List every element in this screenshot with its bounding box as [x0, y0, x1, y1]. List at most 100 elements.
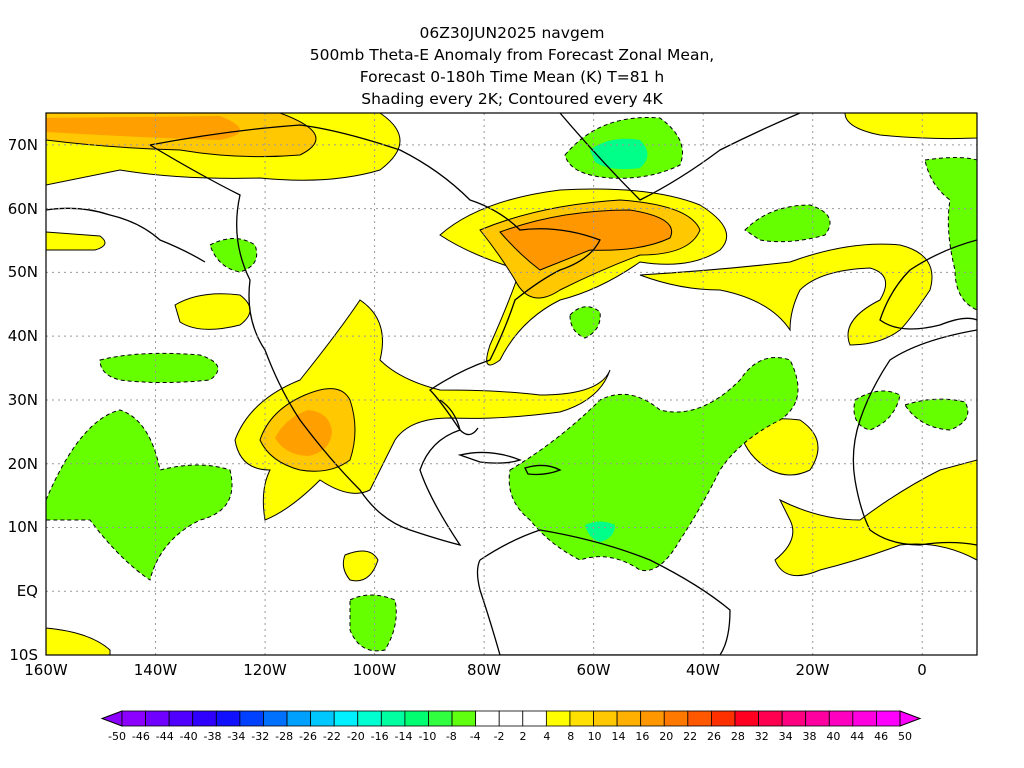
colorbar-label: -8 — [446, 730, 457, 743]
colorbar-swatch — [734, 710, 759, 727]
colorbar-swatch — [310, 710, 335, 727]
hispaniola-coast — [524, 464, 562, 476]
lon-label: 60W — [577, 661, 611, 679]
neg-anomaly-n-atlantic — [744, 204, 831, 243]
lat-label: 40N — [8, 327, 38, 345]
lat-label: 70N — [8, 136, 38, 154]
pos-anomaly-labrador-max — [499, 209, 672, 271]
colorbar-swatch — [451, 710, 477, 727]
plot-frame — [45, 112, 978, 656]
colorbar-swatch — [121, 710, 146, 727]
neg-anomaly-pacific — [46, 409, 233, 581]
pos-anomaly-east-atlantic — [639, 243, 933, 346]
colorbar-swatch — [758, 710, 783, 727]
lat-label: EQ — [17, 582, 38, 600]
north-america-coast — [149, 124, 601, 547]
colorbar-label: 44 — [850, 730, 864, 743]
colorbar-label: 16 — [635, 730, 649, 743]
lat-label: 30N — [8, 391, 38, 409]
colorbar-label: 8 — [567, 730, 574, 743]
colorbar-swatch — [640, 710, 665, 727]
pos-anomaly-gulf-alaska — [46, 231, 106, 251]
colorbar-swatch — [805, 710, 830, 727]
colorbar-swatch — [404, 710, 429, 727]
colorbar-swatch — [286, 710, 312, 727]
lat-label: 50N — [8, 263, 38, 281]
lat-label: 10N — [8, 518, 38, 536]
colorbar-label: -44 — [156, 730, 174, 743]
colorbar-label: -2 — [494, 730, 505, 743]
colorbar-swatch — [380, 710, 406, 727]
title-line-3: Forecast 0-180h Time Mean (K) T=81 h — [359, 68, 665, 86]
colorbar-swatch — [781, 710, 807, 727]
colorbar-label: 20 — [659, 730, 673, 743]
florida-coast — [439, 399, 479, 436]
colorbar-swatch — [145, 710, 170, 727]
colorbar-arrow-right — [899, 710, 922, 727]
colorbar-swatch — [828, 710, 854, 727]
neg-anomaly-bc-coast — [209, 238, 258, 273]
colorbar-swatch — [569, 710, 594, 727]
lon-axis-labels: 160W 140W 120W 100W 80W 60W 40W 20W 0 — [24, 661, 927, 679]
pos-anomaly-gulf-guinea — [774, 459, 977, 577]
colorbar-label: 46 — [874, 730, 888, 743]
lat-label: 60N — [8, 200, 38, 218]
colorbar-swatch — [687, 710, 712, 727]
colorbar-label: 2 — [519, 730, 526, 743]
colorbar-label: -22 — [323, 730, 341, 743]
colorbar-swatch — [192, 710, 217, 727]
colorbar-label: -34 — [227, 730, 245, 743]
colorbar-label: 40 — [826, 730, 840, 743]
colorbar-swatch — [428, 710, 453, 727]
neg-anomaly-peru — [349, 594, 397, 652]
colorbar-label: 50 — [898, 730, 912, 743]
lon-label: 0 — [917, 661, 927, 679]
coastlines — [46, 113, 977, 655]
colorbar-swatch — [545, 710, 571, 727]
lon-label: 80W — [467, 661, 501, 679]
colorbar-label: -46 — [132, 730, 150, 743]
europe-coast — [879, 239, 977, 330]
neg-anomaly-caribbean-core — [585, 521, 615, 542]
pos-anomaly-arctic-max — [46, 116, 240, 140]
title-line-4: Shading every 2K; Contoured every 4K — [361, 90, 663, 108]
neg-anomaly-north-africa — [904, 398, 969, 431]
greenland-coast — [559, 113, 801, 201]
title-line-2: 500mb Theta-E Anomaly from Forecast Zona… — [309, 46, 715, 64]
colorbar-swatch — [852, 710, 877, 727]
colorbar-swatch — [357, 710, 382, 727]
lon-label: 20W — [796, 661, 830, 679]
colorbar-swatch — [263, 710, 288, 727]
colorbar-swatch — [168, 710, 194, 727]
title-line-1: 06Z30JUN2025 navgem — [419, 24, 605, 42]
colorbar-swatch — [593, 710, 618, 727]
colorbar-label: -50 — [108, 730, 126, 743]
lat-label: 10S — [9, 646, 38, 664]
neg-anomaly-sahara — [853, 390, 901, 431]
colorbar-swatch — [475, 710, 500, 727]
colorbar-label: 22 — [683, 730, 697, 743]
colorbar-swatch — [522, 710, 547, 727]
colorbar-swatch — [663, 710, 689, 727]
lon-label: 40W — [686, 661, 720, 679]
colorbar-label: -40 — [180, 730, 198, 743]
colorbar-label: -32 — [251, 730, 269, 743]
lat-axis-labels: 70N 60N 50N 40N 30N 20N 10N EQ 10S — [8, 136, 38, 664]
pos-anomaly-mexico-max — [275, 410, 332, 456]
neg-anomaly-e-pacific — [99, 352, 219, 383]
colorbar-label: 10 — [588, 730, 602, 743]
colorbar-label: 14 — [611, 730, 625, 743]
colorbar-label: -28 — [275, 730, 293, 743]
lon-label: 160W — [24, 661, 68, 679]
colorbar-label: 32 — [755, 730, 769, 743]
colorbar-label: -20 — [347, 730, 365, 743]
colorbar-label: -4 — [470, 730, 481, 743]
shaded-field — [46, 113, 977, 655]
colorbar-label: 26 — [707, 730, 721, 743]
pos-anomaly-iceland — [844, 113, 977, 140]
colorbar: -50 -46 -44 -40 -38 -34 -32 -28 -26 -22 -20 -16 -14-… — [100, 710, 922, 743]
lon-label: 100W — [353, 661, 397, 679]
colorbar-arrow-left — [100, 710, 123, 727]
neg-anomaly-scandinavia — [924, 157, 977, 311]
